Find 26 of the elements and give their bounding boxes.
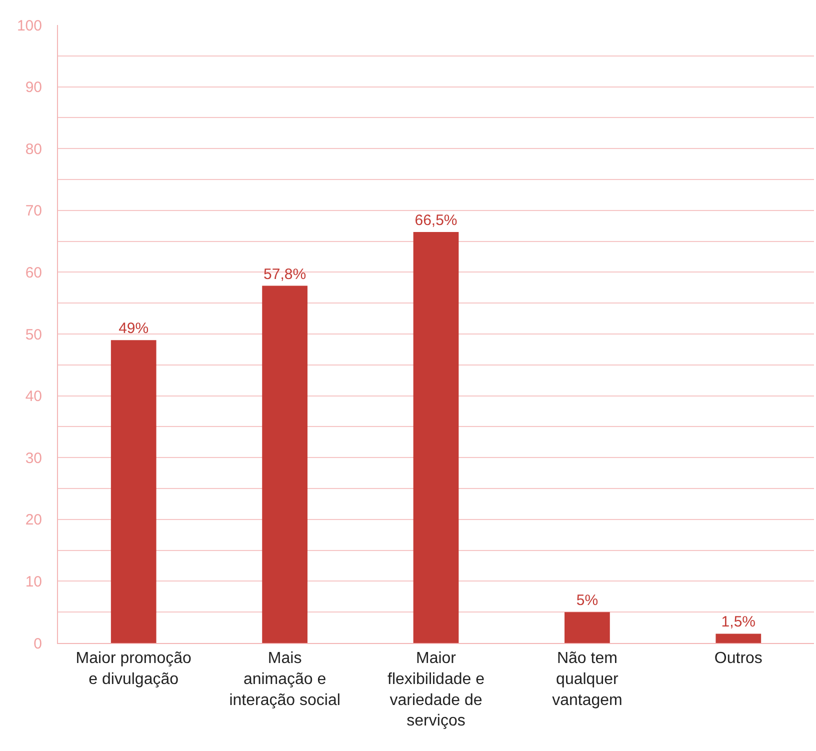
y-tick-label: 60 [25,264,42,282]
data-label: 57,8% [264,266,306,283]
x-tick-label: Outros [714,650,762,668]
data-label: 1,5% [721,614,756,631]
bar [716,634,762,643]
y-tick-label: 0 [34,635,42,652]
y-tick-label: 100 [16,17,42,34]
y-tick-label: 90 [25,79,42,96]
x-tick-label: Mais animação e interação social [229,650,340,709]
y-tick-label: 10 [25,573,42,590]
bar [110,340,156,643]
x-tick-label: Não tem qualquer vantagem [552,650,622,709]
bar [564,612,610,643]
y-tick-label: 50 [25,326,42,344]
bar [413,232,459,643]
bar [262,286,308,643]
data-label: 49% [118,320,149,338]
x-tick-label: Maior flexibilidade e variedade de serviços [388,650,485,730]
y-tick-label: 20 [25,512,42,529]
y-tick-label: 40 [25,388,42,406]
y-tick-label: 80 [25,140,42,158]
y-tick-label: 70 [25,202,42,220]
x-tick-label: Maior promoção e divulgação [76,650,192,688]
y-tick-label: 30 [25,450,42,467]
data-label: 5% [576,592,598,610]
data-label: 66,5% [414,212,458,230]
